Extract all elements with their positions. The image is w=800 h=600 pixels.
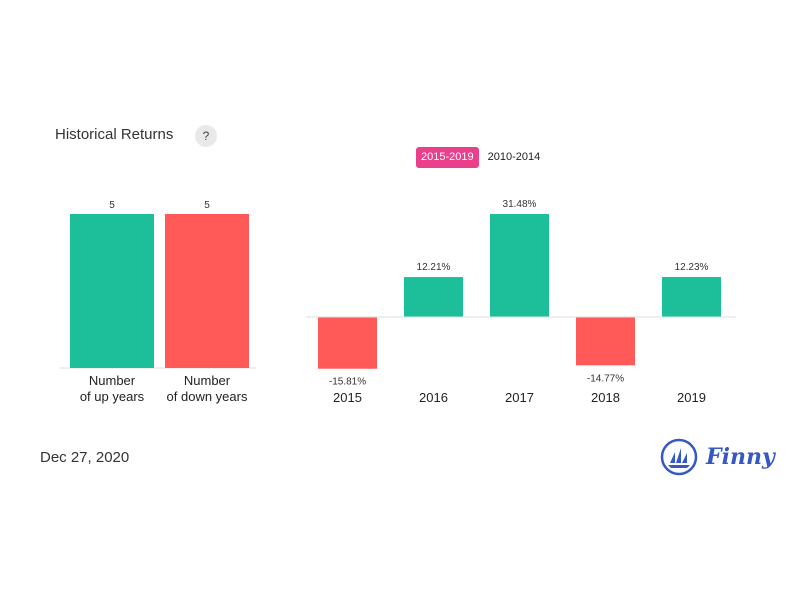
- category-label: Number: [89, 373, 136, 388]
- category-label: 2016: [419, 390, 448, 405]
- bar: [70, 214, 154, 368]
- bar: [318, 317, 377, 369]
- finny-logo[interactable]: Finny: [660, 438, 775, 476]
- tab-2015-2019[interactable]: 2015-2019: [416, 147, 479, 168]
- data-label: 5: [109, 200, 115, 211]
- bar: [490, 214, 549, 317]
- category-label: 2019: [677, 390, 706, 405]
- data-label: 12.23%: [675, 262, 709, 273]
- period-tabs: 2015-2019 2010-2014: [416, 147, 545, 168]
- category-label: 2017: [505, 390, 534, 405]
- data-label: 12.21%: [417, 262, 451, 273]
- help-icon[interactable]: ?: [195, 125, 217, 147]
- logo-text: Finny: [706, 444, 775, 470]
- bar: [404, 277, 463, 317]
- as-of-date: Dec 27, 2020: [40, 449, 130, 466]
- bar: [662, 276, 721, 317]
- bar: [165, 214, 249, 368]
- bar: [576, 317, 635, 366]
- data-label: -15.81%: [329, 377, 366, 388]
- annual-returns-chart: -15.81% 2015 12.21% 2016 31.48% 2017 -14.77% 20…: [306, 199, 736, 405]
- category-label: of down years: [167, 389, 248, 404]
- category-label: Number: [184, 373, 231, 388]
- sailboat-icon: [660, 438, 698, 476]
- tab-2010-2014[interactable]: 2010-2014: [487, 151, 541, 163]
- category-label: 2015: [333, 390, 362, 405]
- data-label: 5: [204, 200, 210, 211]
- data-label: 31.48%: [503, 199, 537, 210]
- category-label: 2018: [591, 390, 620, 405]
- category-label: of up years: [80, 389, 145, 404]
- page-title: Historical Returns: [55, 126, 174, 143]
- data-label: -14.77%: [587, 373, 624, 384]
